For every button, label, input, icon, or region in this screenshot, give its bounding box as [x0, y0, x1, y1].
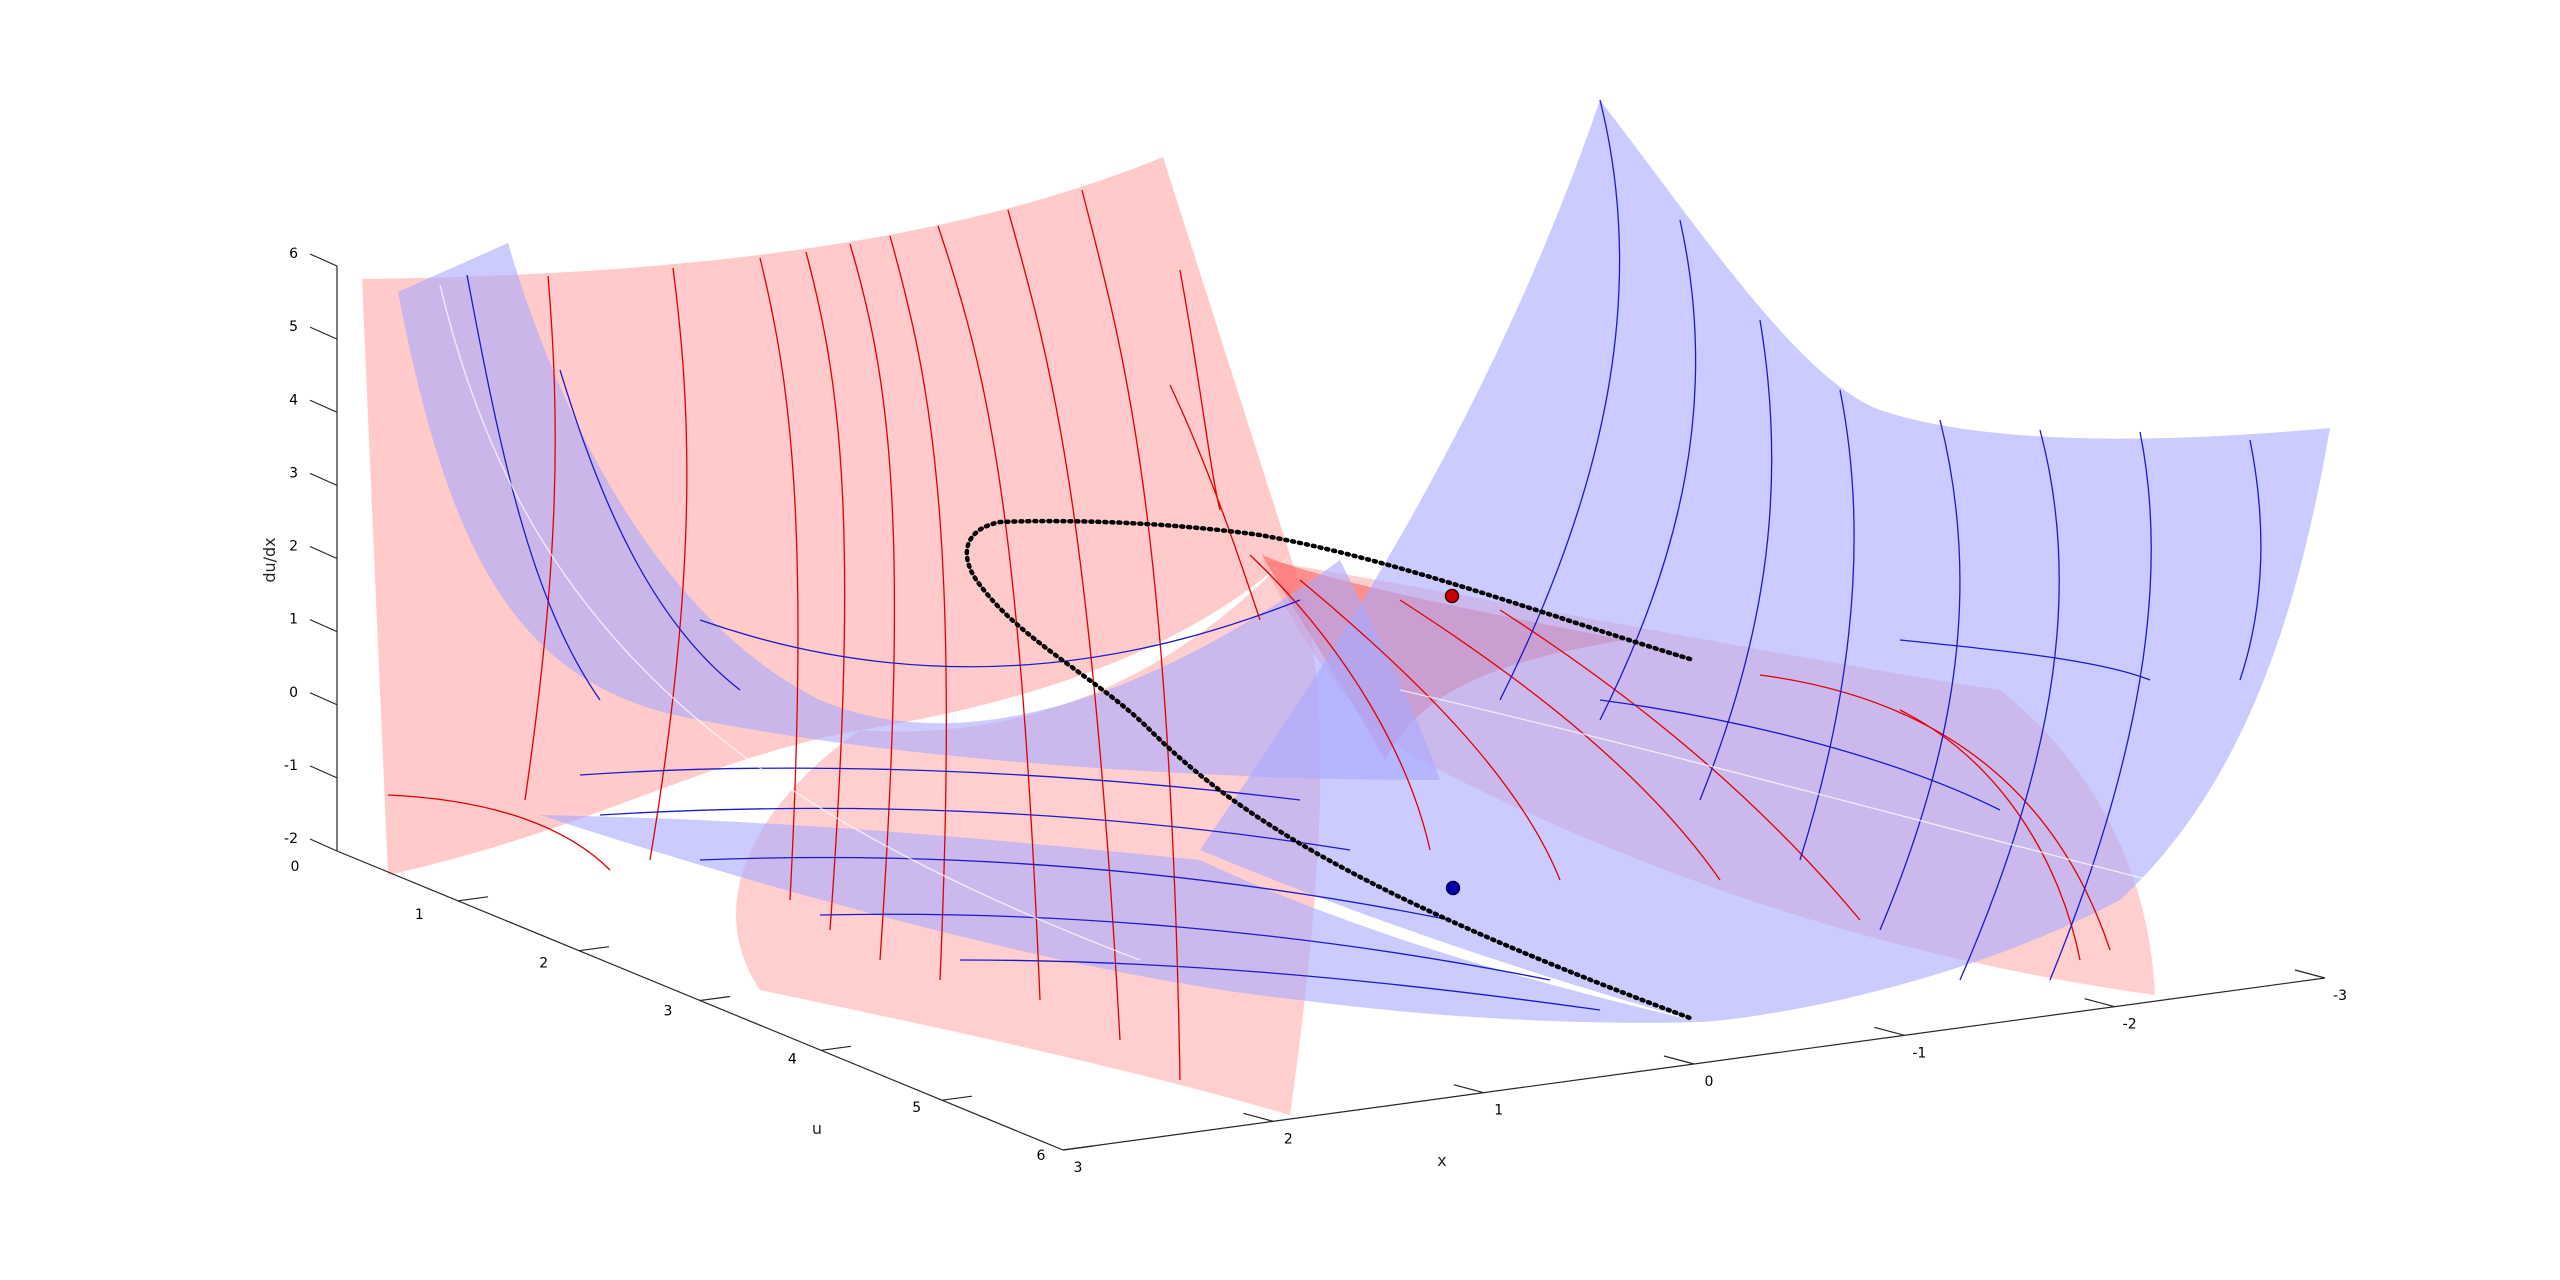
z-tick-mark	[309, 399, 338, 413]
u-tick-mark	[941, 1095, 973, 1101]
blue-contour	[1899, 639, 2151, 681]
z-tick-label: 0	[289, 685, 298, 701]
surface-seams	[439, 284, 2151, 961]
red-contour	[1299, 579, 1561, 881]
z-tick-mark	[309, 619, 338, 633]
blue-contour-curves	[466, 99, 2262, 1011]
u-tick-mark	[820, 1045, 852, 1051]
z-tick-label: 5	[289, 319, 298, 335]
z-tick-mark	[309, 838, 338, 852]
red-contour	[524, 275, 556, 801]
red-contour	[805, 251, 846, 931]
seam-line	[439, 284, 1141, 961]
x-tick-mark	[1243, 1112, 1274, 1122]
red-contour-curves	[387, 189, 2111, 1081]
red-surface-back-panel	[362, 157, 1290, 875]
u-axis-label: u	[812, 1119, 822, 1138]
red-contour	[759, 257, 799, 901]
red-contour	[849, 243, 896, 961]
red-contour	[1899, 709, 2081, 961]
z-tick-mark	[309, 692, 338, 706]
blue-surface-floor	[540, 815, 1700, 1023]
x-tick-mark	[1663, 1055, 1695, 1065]
u-tick-label: 3	[664, 1004, 673, 1020]
z-tick-label: 4	[289, 392, 298, 408]
blue-point-marker	[1445, 880, 1461, 896]
blue-contour	[1879, 419, 1961, 931]
z-tick-label: 3	[289, 465, 298, 481]
u-tick-label: 2	[539, 955, 548, 971]
u-tick-label: 4	[788, 1052, 797, 1068]
z-tick-label: 1	[289, 612, 298, 628]
x-tick-mark	[1874, 1026, 1905, 1036]
z-tick-mark	[309, 253, 338, 267]
red-contour	[1179, 269, 1221, 511]
blue-contour	[1599, 219, 1697, 721]
x-tick-label: -2	[2123, 1017, 2137, 1033]
blue-contour	[466, 274, 601, 701]
x-tick-label: -1	[1912, 1045, 1926, 1061]
blue-contour	[1699, 319, 1773, 801]
blue-contour	[1599, 699, 2001, 811]
u-tick-mark	[457, 896, 489, 902]
x-tick-mark	[2084, 998, 2115, 1008]
z-tick-mark	[309, 326, 338, 340]
x-tick-mark	[2294, 969, 2326, 979]
z-tick-label: -1	[284, 758, 298, 774]
x-tick-label: 2	[1284, 1131, 1293, 1147]
u-tick-mark	[1062, 1145, 1094, 1151]
u-tick-mark	[699, 995, 731, 1002]
red-contour	[889, 235, 948, 981]
z-tick-label: 2	[289, 539, 298, 555]
red-contour	[649, 267, 688, 861]
trajectory-curve	[964, 518, 1693, 1021]
u-tick-label: 5	[912, 1100, 921, 1116]
red-contour	[1499, 609, 1861, 921]
u-axis-ticks: 0 1 2 3 4 5 6	[291, 859, 1094, 1164]
red-contour	[937, 225, 1041, 1001]
red-contour	[1081, 189, 1181, 1081]
red-contour	[1249, 554, 1431, 851]
red-point-marker	[1444, 588, 1460, 604]
x-tick-label: -3	[2333, 988, 2347, 1004]
x-tick-label: 0	[1705, 1074, 1714, 1090]
blue-surface-left-trough	[398, 243, 1440, 780]
z-tick-mark	[309, 545, 338, 560]
z-axis-ticks: -2 -1 0 1 2 3 4 5 6	[284, 246, 338, 852]
z-tick-mark	[309, 765, 338, 779]
z-tick-label: -2	[284, 831, 298, 847]
seam-line	[1399, 689, 2151, 881]
blue-contour	[959, 959, 1601, 1011]
red-contour	[1399, 599, 1721, 881]
z-axis-label: du/dx	[260, 537, 279, 582]
blue-contour	[559, 369, 741, 691]
u-tick-label: 1	[415, 907, 424, 923]
x-axis-label: x	[1437, 1151, 1446, 1170]
blue-contour	[599, 807, 1351, 851]
u-tick-mark	[578, 946, 610, 952]
blue-contour	[699, 856, 1451, 921]
red-contour	[1007, 209, 1121, 1041]
blue-contour	[579, 767, 1301, 801]
u-tick-label: 0	[291, 859, 300, 875]
blue-contour	[2239, 439, 2262, 681]
red-contour	[1169, 384, 1261, 621]
z-tick-label: 6	[289, 246, 298, 262]
red-contour	[1759, 674, 2111, 951]
blue-contour	[699, 599, 1301, 668]
red-contour	[387, 794, 611, 871]
blue-contour	[1499, 99, 1621, 701]
x-axis-ticks: 3 2 1 0 -1 -2 -3	[1074, 969, 2347, 1176]
blue-contour	[1959, 429, 2060, 981]
x-tick-mark	[1453, 1084, 1484, 1094]
z-tick-mark	[309, 472, 338, 486]
x-tick-label: 3	[1074, 1160, 1083, 1176]
x-tick-label: 1	[1494, 1103, 1503, 1119]
blue-contour	[2049, 431, 2152, 981]
u-tick-label: 6	[1037, 1148, 1046, 1164]
blue-contour	[819, 913, 1551, 981]
